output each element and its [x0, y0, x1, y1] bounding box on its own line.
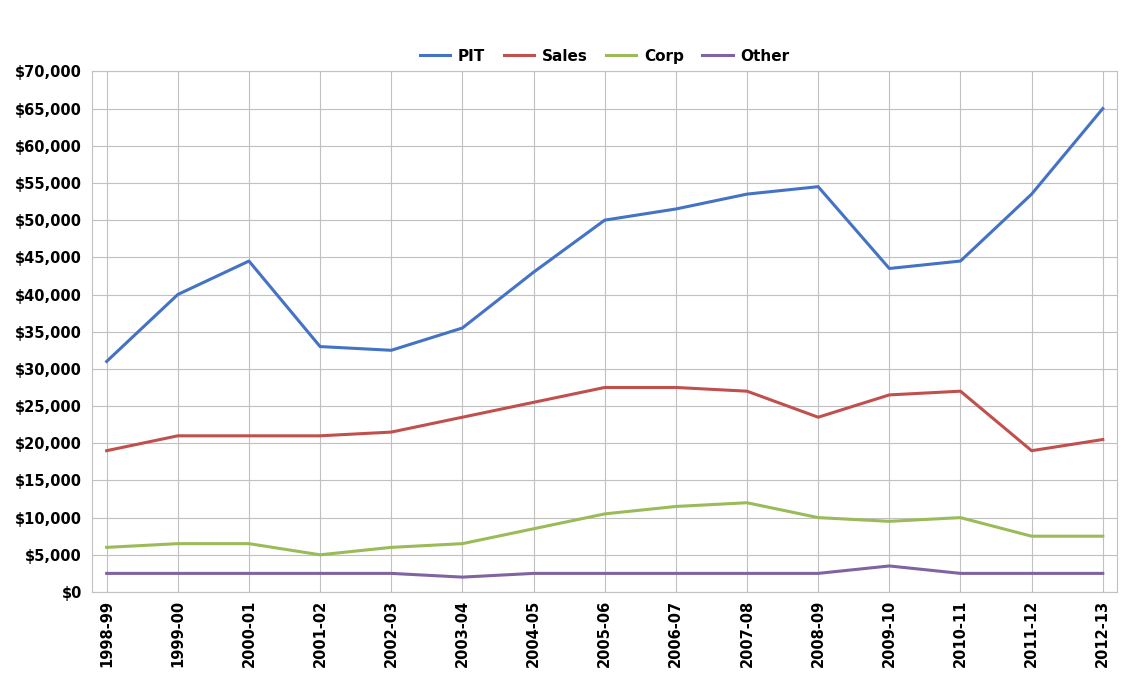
Corp [1024, 532, 1038, 540]
Other [598, 569, 611, 578]
PIT [669, 205, 683, 213]
Other [385, 569, 398, 578]
Corp [953, 514, 967, 522]
Sales [455, 413, 469, 421]
Sales [242, 432, 256, 440]
Corp [812, 514, 825, 522]
Other [242, 569, 256, 578]
Corp [171, 539, 185, 548]
PIT [1096, 104, 1109, 113]
Sales [953, 387, 967, 396]
PIT [740, 190, 754, 198]
Other [100, 569, 113, 578]
Sales [100, 447, 113, 455]
Other [1024, 569, 1038, 578]
Corp [242, 539, 256, 548]
Sales [812, 413, 825, 421]
Corp [1096, 532, 1109, 540]
Line: Corp: Corp [106, 503, 1103, 554]
PIT [242, 257, 256, 265]
Corp [669, 503, 683, 511]
PIT [812, 183, 825, 191]
Sales [314, 432, 327, 440]
Sales [740, 387, 754, 396]
PIT [1024, 190, 1038, 198]
Other [171, 569, 185, 578]
Sales [171, 432, 185, 440]
Other [812, 569, 825, 578]
Corp [314, 550, 327, 559]
Other [1096, 569, 1109, 578]
Corp [455, 539, 469, 548]
Corp [385, 544, 398, 552]
Sales [598, 383, 611, 391]
Sales [526, 398, 540, 406]
Corp [100, 544, 113, 552]
Other [953, 569, 967, 578]
Other [883, 562, 897, 570]
Other [526, 569, 540, 578]
Corp [598, 510, 611, 518]
PIT [385, 346, 398, 355]
PIT [455, 324, 469, 332]
PIT [953, 257, 967, 265]
Sales [1024, 447, 1038, 455]
Other [669, 569, 683, 578]
Other [740, 569, 754, 578]
Sales [385, 428, 398, 436]
Other [455, 573, 469, 581]
Sales [669, 383, 683, 391]
Sales [883, 391, 897, 399]
PIT [883, 265, 897, 273]
Line: Other: Other [106, 566, 1103, 577]
PIT [526, 268, 540, 276]
Corp [526, 524, 540, 533]
Other [314, 569, 327, 578]
Corp [883, 517, 897, 525]
Line: PIT: PIT [106, 108, 1103, 361]
Corp [740, 499, 754, 507]
PIT [100, 357, 113, 366]
PIT [598, 216, 611, 224]
Sales [1096, 435, 1109, 443]
PIT [171, 291, 185, 299]
PIT [314, 342, 327, 351]
Line: Sales: Sales [106, 387, 1103, 451]
Legend: PIT, Sales, Corp, Other: PIT, Sales, Corp, Other [413, 42, 796, 70]
